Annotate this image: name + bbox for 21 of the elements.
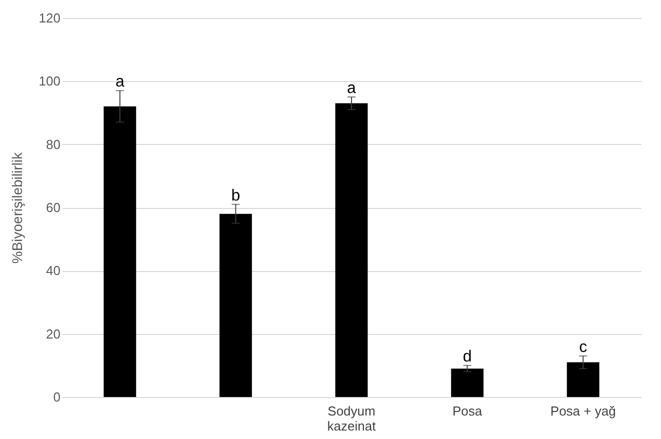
bar bbox=[335, 103, 368, 397]
y-tick-label: 20 bbox=[46, 326, 60, 342]
y-tick-label: 40 bbox=[46, 263, 60, 278]
bar bbox=[451, 368, 484, 397]
bar bbox=[104, 106, 136, 397]
data-label: c bbox=[579, 338, 588, 356]
x-tick-label: Posa + yağ bbox=[550, 404, 616, 418]
data-label: a bbox=[347, 80, 356, 97]
x-tick-label: Sodyum kazeinat bbox=[327, 404, 376, 434]
y-axis-title: %Biyoerişilebilirlik bbox=[8, 151, 25, 264]
y-tick-label: 100 bbox=[38, 74, 60, 89]
x-tick-label: Posa bbox=[452, 404, 483, 418]
y-tick-label: 120 bbox=[38, 10, 60, 26]
y-tick-label: 0 bbox=[53, 390, 60, 404]
y-tick-label: 80 bbox=[46, 136, 60, 152]
data-label: b bbox=[231, 187, 240, 204]
bar bbox=[219, 214, 252, 397]
data-label: d bbox=[462, 348, 472, 366]
bar bbox=[566, 362, 600, 397]
y-tick-label: 60 bbox=[46, 200, 60, 215]
data-label: a bbox=[115, 74, 124, 91]
